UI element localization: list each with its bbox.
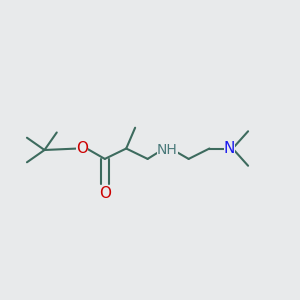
Text: O: O [76,141,88,156]
Text: N: N [224,141,235,156]
Text: NH: NH [157,143,178,157]
Text: O: O [99,186,111,201]
